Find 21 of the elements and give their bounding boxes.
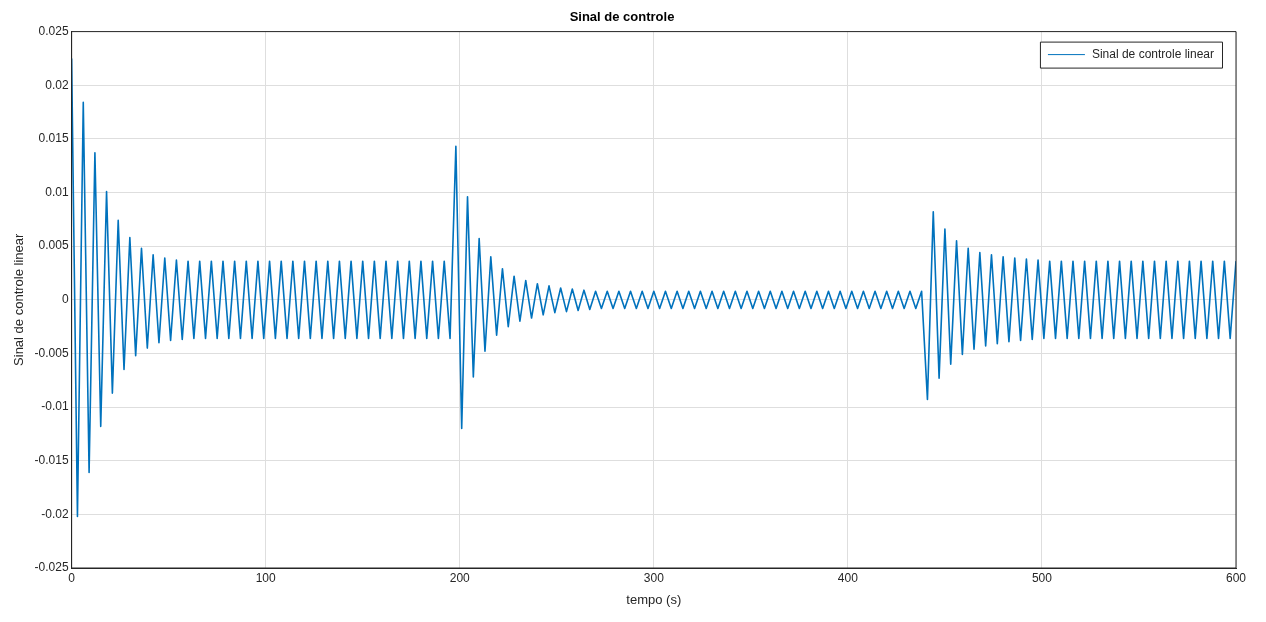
y-tick-label: 0.02	[45, 77, 69, 92]
y-tick-label: -0.02	[41, 506, 69, 521]
x-tick-label: 300	[643, 570, 665, 585]
y-tick-label: 0.025	[38, 23, 69, 38]
x-axis-title: tempo (s)	[626, 591, 682, 607]
y-tick-label: -0.01	[41, 399, 69, 414]
x-tick-label: 400	[837, 570, 859, 585]
legend-label: Sinal de controle linear	[1091, 46, 1214, 61]
y-tick-label: -0.005	[34, 345, 69, 360]
y-axis-title: Sinal de controle linear	[11, 233, 27, 366]
x-tick-label: 200	[449, 570, 471, 585]
y-tick-label: 0.015	[38, 131, 69, 146]
x-tick-label: 100	[255, 570, 277, 585]
y-tick-label: 0.01	[45, 184, 69, 199]
x-tick-label: 600	[1225, 570, 1247, 585]
y-tick-label: 0.005	[38, 238, 69, 253]
x-tick-label: 500	[1031, 570, 1053, 585]
y-tick-label: -0.015	[34, 453, 69, 468]
y-tick-label: -0.025	[34, 560, 69, 575]
y-tick-label: 0	[61, 292, 69, 307]
chart-title: Sinal de controle	[569, 9, 675, 25]
